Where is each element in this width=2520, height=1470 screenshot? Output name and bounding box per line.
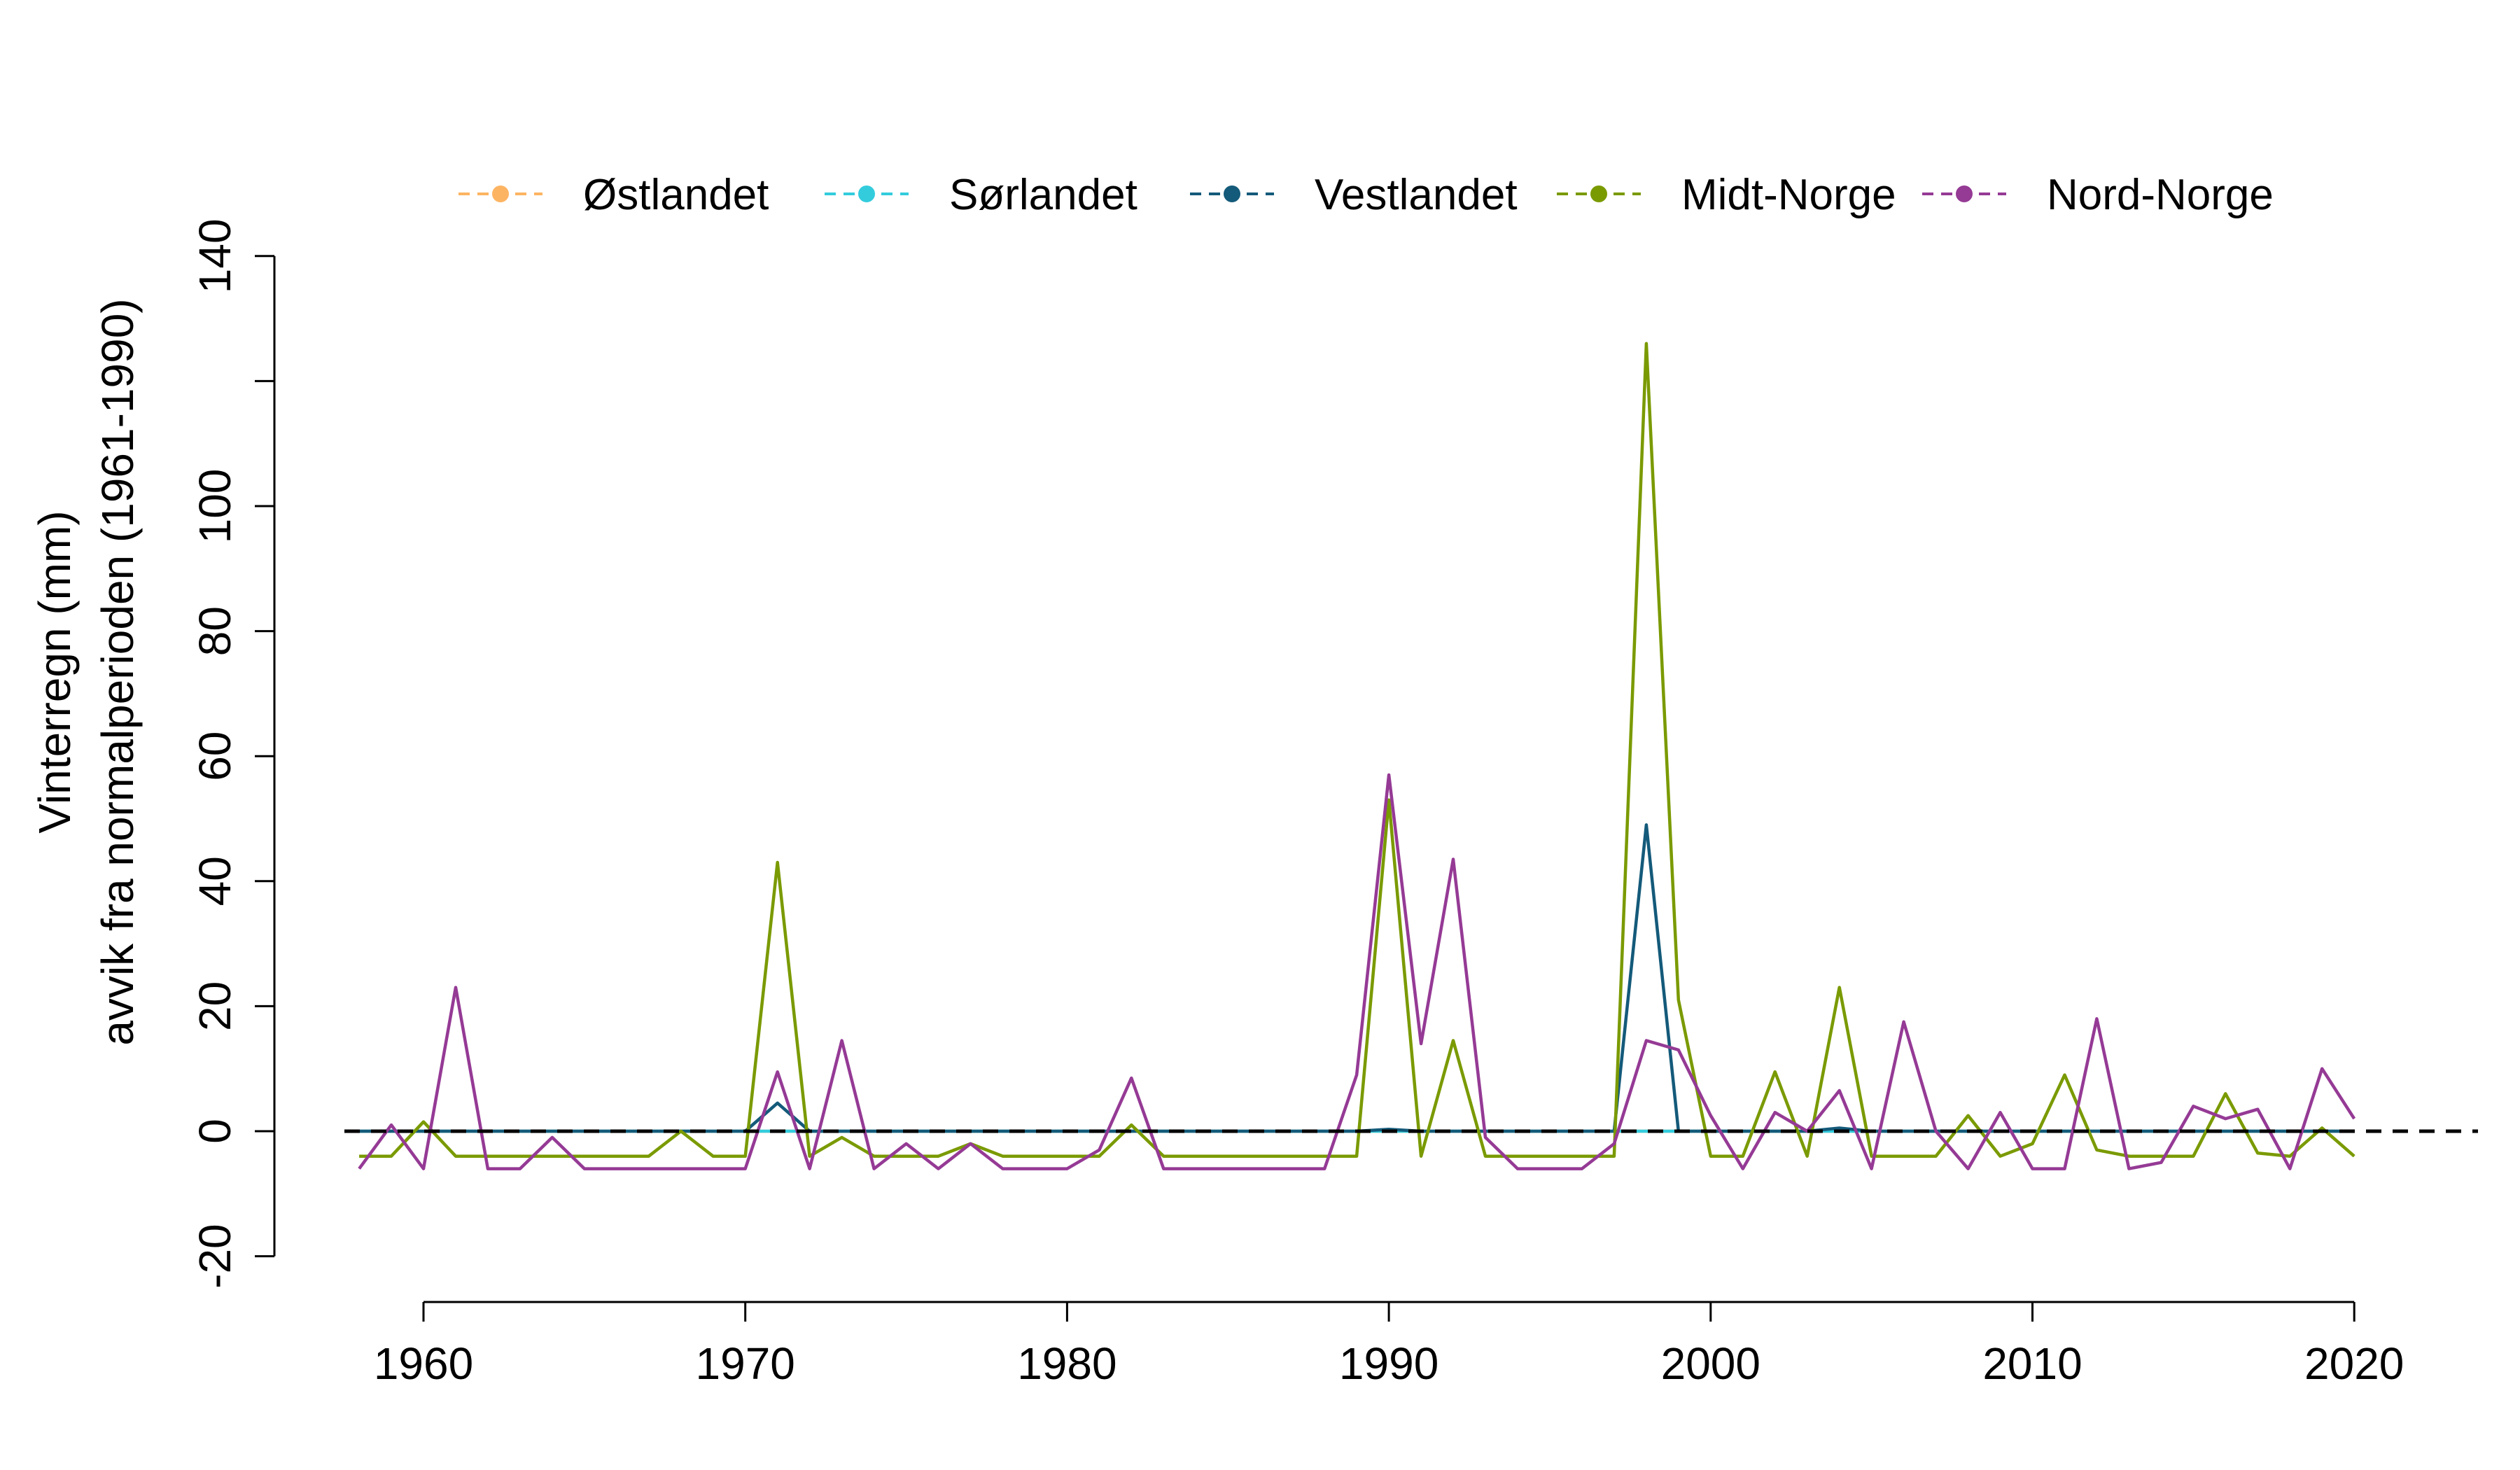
legend-label: Midt-Norge xyxy=(1681,171,1896,219)
legend-label: Vestlandet xyxy=(1315,171,1518,219)
x-axis: 1960 1970 1980 1990 2000 2010 2020 xyxy=(374,1301,2404,1389)
series-group xyxy=(358,342,2356,1170)
legend-swatch-marker xyxy=(1590,186,1607,202)
legend: Østlandet Sørlandet Vestlandet Midt-Norge No… xyxy=(458,171,2274,219)
y-tick-label: 100 xyxy=(190,469,240,544)
x-tick-label: 1980 xyxy=(1017,1338,1116,1389)
series-line-vestlandet xyxy=(359,823,2355,1133)
x-tick-label: 1960 xyxy=(374,1338,473,1389)
legend-swatch-marker xyxy=(1224,186,1240,202)
legend-item: Vestlandet xyxy=(1190,171,1518,219)
legend-swatch-marker xyxy=(492,186,509,202)
y-axis-label: Vinterregn (mm) avvik fra normalperioden… xyxy=(29,298,143,1045)
legend-item: Nord-Norge xyxy=(1922,171,2274,219)
x-tick-label: 2010 xyxy=(1982,1338,2082,1389)
series-line-nord-norge xyxy=(358,773,2356,1170)
x-tick-label: 1990 xyxy=(1339,1338,1438,1389)
x-tick-label: 2020 xyxy=(2304,1338,2404,1389)
y-tick-label: 60 xyxy=(190,732,240,781)
y-axis-label-line-2: avvik fra normalperioden (1961-1990) xyxy=(92,298,143,1045)
legend-label: Østlandet xyxy=(583,171,769,219)
legend-item: Østlandet xyxy=(458,171,769,219)
x-tick-label: 1970 xyxy=(696,1338,795,1389)
series-line-midt-norge xyxy=(359,342,2356,1158)
y-axis-label-line-1: Vinterregn (mm) xyxy=(29,510,80,833)
legend-label: Nord-Norge xyxy=(2047,171,2274,219)
y-tick-label: 20 xyxy=(190,981,240,1031)
y-axis: -20 0 20 40 60 80 100 140 xyxy=(190,218,276,1289)
y-tick-label: 140 xyxy=(190,218,240,293)
x-tick-label: 2000 xyxy=(1661,1338,1760,1389)
legend-swatch-marker xyxy=(1956,186,1973,202)
legend-item: Sørlandet xyxy=(825,171,1138,219)
legend-label: Sørlandet xyxy=(949,171,1138,219)
legend-swatch-marker xyxy=(858,186,875,202)
y-tick-label: 40 xyxy=(190,856,240,906)
y-tick-label: -20 xyxy=(190,1224,240,1289)
legend-item: Midt-Norge xyxy=(1557,171,1896,219)
y-tick-label: 80 xyxy=(190,606,240,656)
y-tick-label: 0 xyxy=(190,1119,240,1144)
